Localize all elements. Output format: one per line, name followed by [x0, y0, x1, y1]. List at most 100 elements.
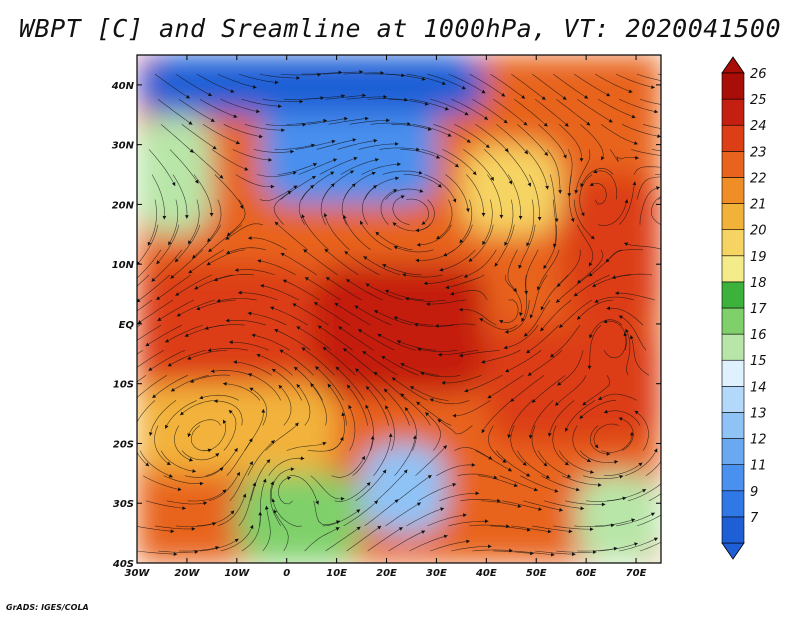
streamline-arrow	[475, 491, 480, 496]
streamline-arrow	[667, 154, 671, 158]
streamline-arrow	[499, 214, 504, 219]
streamline	[222, 383, 261, 401]
streamline-arrow	[543, 122, 548, 127]
streamline	[325, 276, 362, 301]
streamline	[335, 366, 365, 401]
streamline-arrow	[531, 399, 536, 403]
streamline-arrow	[545, 475, 550, 479]
streamline-arrow	[342, 215, 347, 219]
streamline	[361, 163, 401, 175]
streamline	[572, 425, 592, 463]
streamline	[250, 459, 271, 501]
streamline-arrow	[567, 193, 572, 197]
streamline-arrow	[438, 352, 442, 357]
streamline	[324, 212, 350, 251]
streamline	[507, 249, 518, 293]
streamline-arrow	[223, 419, 227, 424]
streamline-arrow	[559, 324, 564, 328]
streamline	[429, 398, 470, 405]
streamline-arrow	[572, 552, 576, 557]
streamline-arrow	[199, 395, 204, 400]
streamline	[418, 483, 457, 502]
streamline	[657, 197, 661, 200]
streamline-arrow	[330, 171, 335, 176]
streamline-arrow	[249, 461, 253, 466]
streamline-arrow	[377, 334, 382, 338]
x-tick-label: 20E	[376, 568, 397, 579]
streamline	[170, 375, 209, 392]
streamline	[621, 124, 661, 137]
streamline-arrow	[228, 410, 233, 414]
streamline-arrow	[313, 162, 317, 167]
streamline	[137, 274, 150, 287]
streamline	[439, 249, 476, 271]
streamline	[499, 475, 538, 491]
streamline	[172, 174, 188, 219]
streamline-arrow	[287, 476, 291, 480]
streamline-arrow	[563, 154, 567, 159]
streamline	[589, 182, 607, 205]
streamline	[375, 231, 413, 251]
streamline-arrow	[215, 453, 220, 457]
streamline-arrow	[292, 171, 297, 175]
streamline	[251, 334, 290, 351]
streamline	[385, 188, 424, 200]
streamline	[603, 332, 627, 359]
streamline	[595, 518, 636, 527]
streamline-arrow	[256, 109, 260, 114]
streamline-arrow	[634, 410, 639, 415]
streamline	[244, 408, 264, 451]
streamline	[577, 547, 618, 552]
streamline	[420, 372, 461, 378]
streamline	[442, 149, 477, 176]
streamline	[441, 375, 482, 384]
streamline	[575, 149, 591, 194]
colorbar-swatch	[721, 307, 745, 335]
streamline-arrow	[505, 368, 510, 373]
streamline-arrow	[445, 285, 450, 290]
streamline-arrow	[365, 283, 370, 287]
streamline	[427, 514, 467, 527]
streamline-arrow	[611, 275, 616, 279]
colorbar-label: 12	[750, 433, 767, 448]
streamline	[174, 224, 201, 263]
streamline	[359, 220, 392, 251]
streamline	[322, 509, 361, 527]
streamline-arrow	[107, 370, 111, 374]
streamline	[530, 400, 554, 439]
x-tick-label: 60E	[576, 568, 597, 579]
streamline-arrow	[568, 529, 573, 534]
streamline	[156, 274, 192, 301]
streamline-arrow	[524, 290, 529, 295]
streamline-arrow	[557, 283, 561, 287]
streamline-arrow	[450, 291, 455, 296]
streamline	[553, 525, 594, 530]
streamline-arrow	[279, 349, 284, 354]
streamline-arrow	[503, 119, 508, 124]
streamline-arrow	[235, 140, 240, 145]
streamline	[154, 425, 171, 466]
streamline	[137, 274, 171, 303]
streamline	[531, 375, 566, 404]
streamline	[490, 73, 526, 99]
streamline	[388, 98, 429, 105]
streamline	[423, 274, 464, 284]
streamline-arrow	[233, 114, 238, 118]
streamline	[173, 425, 194, 462]
colorbar-label: 22	[750, 171, 767, 186]
streamline	[207, 347, 248, 352]
streamline-arrow	[355, 368, 360, 373]
streamline-arrow	[210, 118, 215, 122]
streamline	[424, 412, 441, 451]
streamline	[448, 520, 489, 527]
streamline	[382, 264, 422, 276]
streamline-arrow	[274, 221, 279, 226]
streamline-arrow	[274, 329, 279, 333]
streamline	[392, 195, 410, 225]
streamline-arrow	[116, 299, 120, 303]
field-region	[461, 144, 562, 235]
streamline-arrow	[463, 274, 468, 278]
streamline	[603, 320, 627, 351]
streamline-arrow	[104, 344, 108, 347]
streamline	[348, 404, 356, 451]
